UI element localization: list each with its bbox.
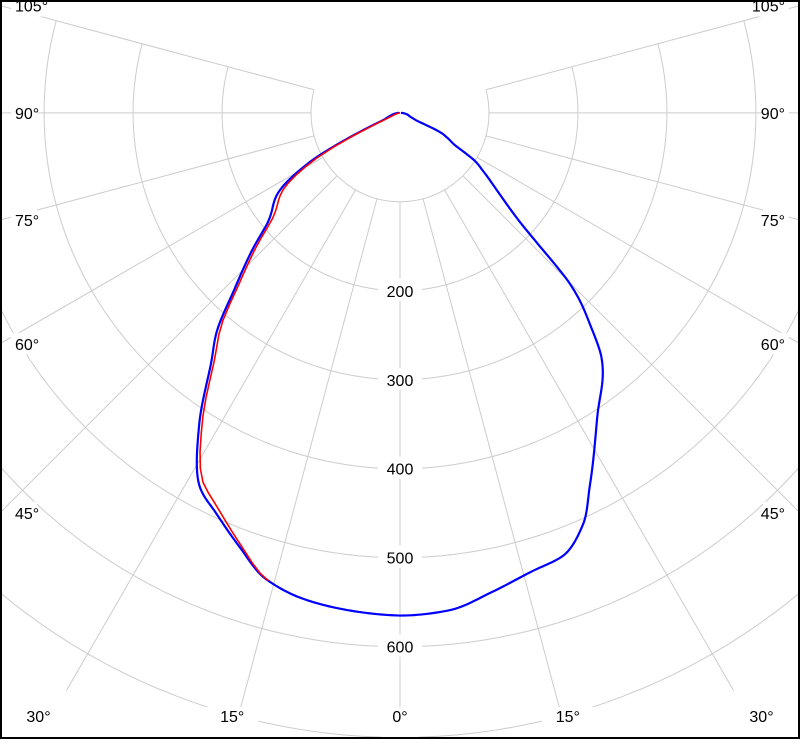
svg-text:75°: 75° bbox=[15, 213, 39, 230]
svg-text:0°: 0° bbox=[392, 709, 407, 726]
svg-text:90°: 90° bbox=[15, 106, 39, 123]
svg-text:60°: 60° bbox=[761, 337, 785, 354]
svg-text:105°: 105° bbox=[15, 0, 48, 16]
svg-text:45°: 45° bbox=[761, 506, 785, 523]
svg-text:30°: 30° bbox=[749, 709, 773, 726]
svg-text:90°: 90° bbox=[761, 106, 785, 123]
svg-text:200: 200 bbox=[387, 284, 414, 301]
svg-text:30°: 30° bbox=[26, 709, 50, 726]
svg-text:300: 300 bbox=[387, 373, 414, 390]
svg-text:75°: 75° bbox=[761, 213, 785, 230]
svg-text:15°: 15° bbox=[556, 709, 580, 726]
svg-text:400: 400 bbox=[387, 462, 414, 479]
svg-text:500: 500 bbox=[387, 551, 414, 568]
svg-text:15°: 15° bbox=[220, 709, 244, 726]
svg-text:60°: 60° bbox=[15, 337, 39, 354]
svg-text:600: 600 bbox=[387, 640, 414, 657]
svg-text:105°: 105° bbox=[752, 0, 785, 16]
svg-text:45°: 45° bbox=[15, 506, 39, 523]
